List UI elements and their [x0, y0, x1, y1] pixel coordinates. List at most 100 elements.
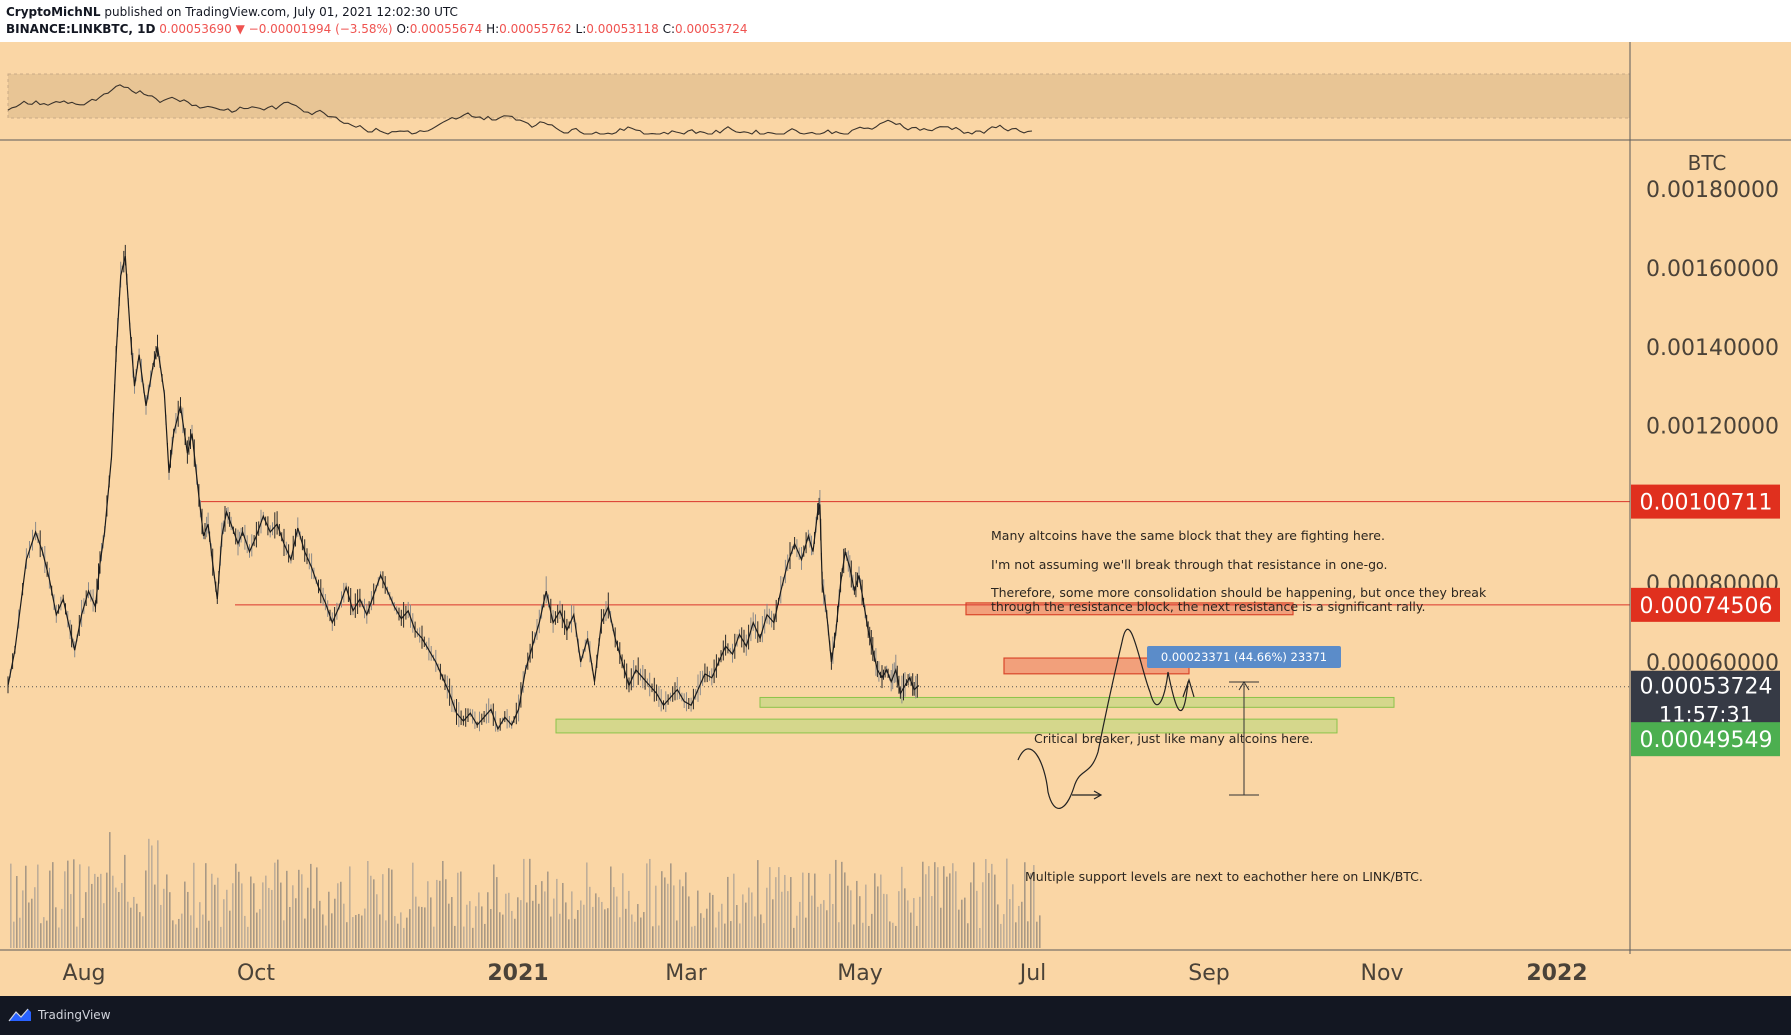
- volume-bar: [40, 923, 42, 948]
- volume-bar: [160, 904, 162, 948]
- resistance-upper-tag: [1631, 484, 1780, 519]
- volume-bar: [361, 915, 363, 948]
- volume-bar: [283, 920, 285, 948]
- chart-canvas[interactable]: 0.00023371 (44.66%) 23371 Many altcoins …: [0, 42, 1791, 996]
- volume-bar: [529, 858, 531, 948]
- volume-bar: [394, 916, 396, 948]
- currency-badge: [1683, 149, 1731, 177]
- volume-bar: [103, 903, 105, 948]
- y-tick-label: 0.00140000: [1646, 336, 1779, 361]
- volume-bar: [682, 886, 684, 948]
- volume-bar: [751, 892, 753, 948]
- volume-bar: [760, 914, 762, 948]
- volume-bar: [457, 872, 459, 948]
- volume-bar: [688, 896, 690, 948]
- volume-bar: [658, 925, 660, 948]
- author-name[interactable]: CryptoMichNL: [6, 5, 101, 19]
- volume-bar: [700, 913, 702, 948]
- volume-bar: [55, 907, 57, 948]
- volume-bar: [406, 917, 408, 948]
- volume-bar: [442, 860, 444, 948]
- measure-tool[interactable]: 0.00023371 (44.66%) 23371: [1147, 646, 1341, 796]
- volume-bar: [328, 891, 330, 948]
- chart-background: [0, 42, 1791, 996]
- volume-bar: [598, 897, 600, 948]
- support-zone-upper[interactable]: [759, 696, 1395, 708]
- volume-bar: [202, 914, 204, 948]
- volume-bar: [616, 896, 618, 948]
- tradingview-brand[interactable]: TradingView: [8, 1008, 111, 1022]
- volume-bar: [106, 872, 108, 948]
- x-tick-label: 2022: [1526, 961, 1587, 986]
- price-axis[interactable]: 0.00180000 0.00160000 0.00140000 0.00120000…: [1646, 178, 1779, 676]
- volume-bar: [238, 871, 240, 948]
- volume-bar: [547, 871, 549, 948]
- volume-bar: [271, 889, 273, 948]
- resistance-upper-value: 0.00100711: [1640, 491, 1773, 516]
- volume-bar: [1006, 858, 1008, 948]
- support-zone-lower[interactable]: [555, 718, 1338, 734]
- volume-bar: [562, 882, 564, 948]
- volume-bar: [676, 920, 678, 948]
- high-label: H:: [486, 22, 500, 36]
- support-tag: [1631, 722, 1780, 757]
- volume-bar: [295, 898, 297, 948]
- projection-arrow-head: [1182, 678, 1195, 698]
- volume-bar: [37, 864, 39, 948]
- volume-bar: [1021, 901, 1023, 948]
- resistance-zone-upper[interactable]: [965, 602, 1294, 616]
- volume-bar: [1012, 884, 1014, 948]
- volume-bar: [805, 917, 807, 948]
- volume-bar: [979, 927, 981, 948]
- volume-bar: [913, 898, 915, 948]
- volume-bar: [262, 882, 264, 948]
- volume-bar: [553, 898, 555, 948]
- y-tick-label: 0.00160000: [1646, 257, 1779, 282]
- volume-bar: [649, 858, 651, 948]
- projection-drawing[interactable]: [1017, 628, 1195, 810]
- volume-bar: [691, 926, 693, 948]
- price-tags: 0.00100711 0.00074506 0.00053724 11:57:3…: [1631, 484, 1780, 757]
- time-axis[interactable]: Aug Oct 2021 Mar May Jul Sep Nov 2022: [63, 961, 1588, 986]
- annotation-text[interactable]: Many altcoins have the same block that t…: [991, 528, 1385, 543]
- volume-bar: [25, 865, 27, 948]
- volume-bar: [274, 862, 276, 948]
- volume-bar: [256, 912, 258, 948]
- volume-bar: [1039, 915, 1041, 948]
- volume-bar: [592, 906, 594, 948]
- support-value: 0.00049549: [1640, 728, 1773, 753]
- volume-bar: [694, 925, 696, 948]
- annotation-text[interactable]: Multiple support levels are next to each…: [1025, 869, 1423, 884]
- annotation-text[interactable]: Therefore, some more consolidation shoul…: [990, 585, 1487, 600]
- volume-bar: [1030, 873, 1032, 948]
- volume-bar: [514, 918, 516, 948]
- x-tick-label: 2021: [487, 961, 548, 986]
- volume-bar: [625, 908, 627, 948]
- volume-bar: [79, 864, 81, 948]
- volume-bar: [193, 862, 195, 948]
- volume-bar: [976, 890, 978, 948]
- volume-bar: [298, 869, 300, 948]
- volume-bar: [955, 871, 957, 948]
- volume-bar: [739, 923, 741, 948]
- volume-bar: [835, 859, 837, 948]
- volume-bar: [310, 863, 312, 948]
- volume-bar: [736, 904, 738, 948]
- symbol-label[interactable]: BINANCE:LINKBTC, 1D: [6, 22, 156, 36]
- annotation-text[interactable]: Critical breaker, just like many altcoin…: [1034, 731, 1313, 746]
- volume-bar: [883, 893, 885, 948]
- annotation-text[interactable]: I'm not assuming we'll break through tha…: [991, 557, 1387, 572]
- volume-bar: [43, 917, 45, 948]
- volume-bar: [178, 918, 180, 948]
- volume-bar: [358, 913, 360, 948]
- volume-bar: [580, 900, 582, 948]
- volume-bar: [136, 903, 138, 948]
- volume-bar: [970, 882, 972, 948]
- annotation-text[interactable]: through the resistance block, the next r…: [991, 599, 1425, 614]
- volume-bar: [196, 927, 198, 948]
- volume-bar: [766, 887, 768, 948]
- volume-bar: [877, 886, 879, 948]
- currency-label: BTC: [1688, 151, 1727, 175]
- volume-bar: [1015, 922, 1017, 948]
- volume-bar: [472, 927, 474, 948]
